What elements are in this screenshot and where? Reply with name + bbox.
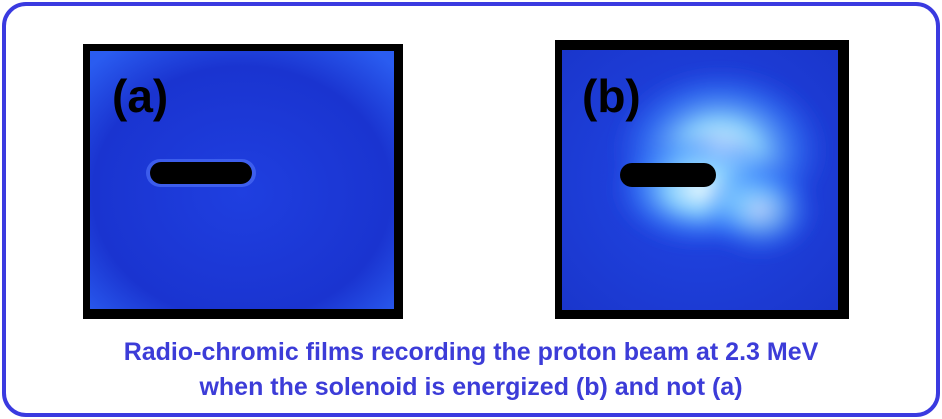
beam-glow bbox=[610, 65, 830, 260]
caption-line: Radio-chromic films recording the proton… bbox=[124, 338, 819, 366]
caption-line: when the solenoid is energized (b) and n… bbox=[198, 373, 742, 401]
slot bbox=[620, 163, 716, 187]
panel-label: (b) bbox=[582, 70, 641, 122]
panel-label: (a) bbox=[112, 70, 168, 122]
film-a: (a) bbox=[83, 44, 403, 319]
film-b: (b) bbox=[555, 40, 849, 319]
slot bbox=[150, 162, 252, 184]
page: (a) (b) Radio-chromic films recording th… bbox=[0, 0, 942, 419]
figure: (a) (b) Radio-chromic films recording th… bbox=[0, 0, 942, 419]
